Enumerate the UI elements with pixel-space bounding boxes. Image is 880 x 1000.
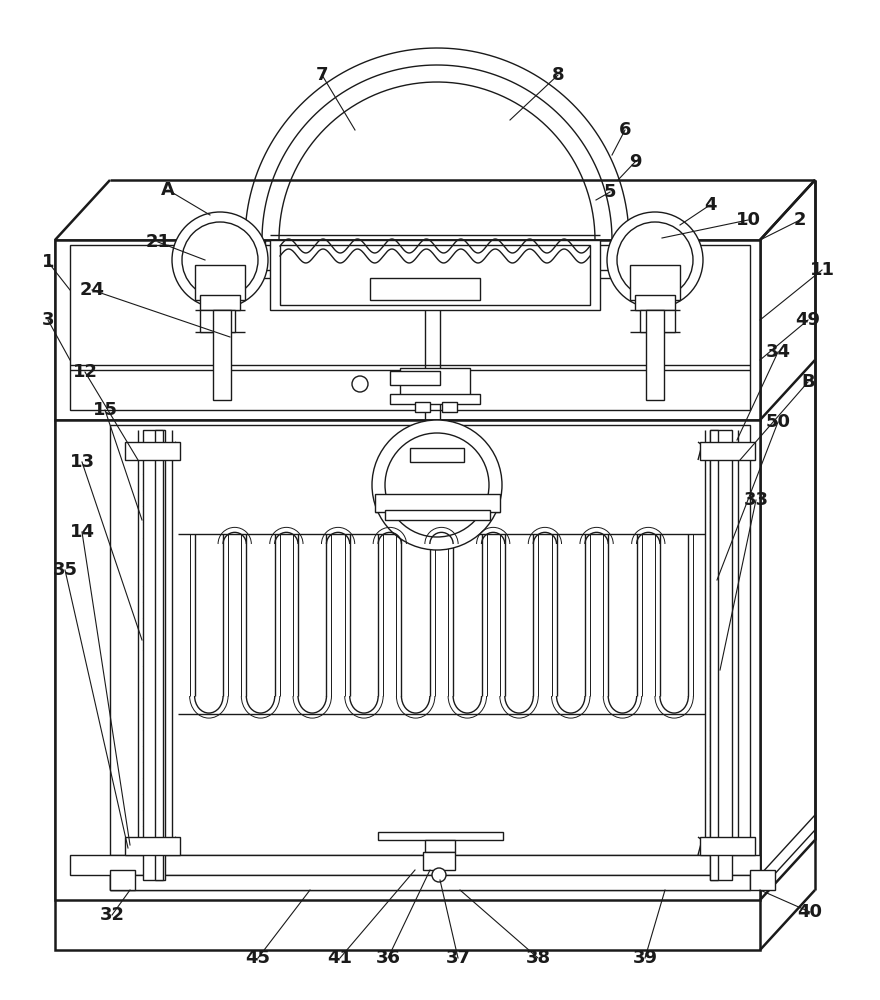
Bar — [588, 270, 636, 278]
Bar — [390, 371, 440, 385]
Text: 10: 10 — [736, 211, 760, 229]
Bar — [700, 442, 755, 460]
Text: 35: 35 — [53, 561, 77, 579]
Bar — [110, 870, 135, 890]
Text: 5: 5 — [604, 183, 616, 201]
Bar — [378, 832, 503, 840]
Circle shape — [172, 212, 268, 308]
Bar — [390, 394, 480, 404]
Bar — [110, 875, 750, 890]
Bar — [55, 240, 760, 950]
Text: 8: 8 — [552, 66, 564, 84]
Text: 33: 33 — [744, 491, 768, 509]
Bar — [442, 402, 457, 412]
Text: 49: 49 — [796, 311, 820, 329]
Text: 11: 11 — [810, 261, 834, 279]
Bar — [213, 310, 231, 400]
Bar — [423, 852, 455, 870]
Bar — [700, 837, 755, 855]
Circle shape — [432, 868, 446, 882]
Text: 40: 40 — [797, 903, 823, 921]
Text: 1: 1 — [41, 253, 55, 271]
Text: 12: 12 — [72, 363, 98, 381]
Bar — [415, 402, 430, 412]
Text: 4: 4 — [704, 196, 716, 214]
Text: A: A — [161, 181, 175, 199]
Text: 36: 36 — [376, 949, 400, 967]
Text: 15: 15 — [92, 401, 118, 419]
Bar — [640, 310, 675, 332]
Bar — [200, 310, 235, 332]
Bar — [55, 240, 760, 420]
Bar — [630, 265, 680, 300]
Bar — [125, 837, 180, 855]
Text: 50: 50 — [766, 413, 790, 431]
Text: B: B — [801, 373, 815, 391]
Circle shape — [182, 222, 258, 298]
Text: 21: 21 — [145, 233, 171, 251]
Bar — [710, 430, 732, 880]
Text: 45: 45 — [246, 949, 270, 967]
Circle shape — [617, 222, 693, 298]
Bar — [635, 295, 675, 310]
Bar — [750, 870, 775, 890]
Text: 3: 3 — [41, 311, 55, 329]
Bar — [270, 240, 600, 310]
Text: 39: 39 — [633, 949, 657, 967]
Text: 32: 32 — [99, 906, 124, 924]
Bar — [70, 855, 760, 875]
Bar — [125, 442, 180, 460]
Circle shape — [372, 420, 502, 550]
Bar — [55, 420, 760, 900]
Text: 38: 38 — [525, 949, 551, 967]
Text: 37: 37 — [445, 949, 471, 967]
Text: 14: 14 — [70, 523, 94, 541]
Text: 9: 9 — [628, 153, 642, 171]
Text: 34: 34 — [766, 343, 790, 361]
Bar — [195, 265, 245, 300]
Text: 7: 7 — [316, 66, 328, 84]
Bar — [70, 245, 750, 410]
Bar — [143, 430, 165, 880]
Text: 13: 13 — [70, 453, 94, 471]
Bar — [385, 510, 490, 520]
Bar — [155, 430, 163, 880]
Bar — [410, 448, 464, 462]
Bar — [238, 270, 286, 278]
Bar — [710, 430, 718, 880]
Text: 6: 6 — [619, 121, 631, 139]
Bar — [425, 840, 455, 852]
Bar — [280, 245, 590, 305]
Text: 2: 2 — [794, 211, 806, 229]
Bar — [200, 295, 240, 310]
Bar — [110, 425, 750, 890]
Text: 41: 41 — [327, 949, 353, 967]
Circle shape — [385, 433, 489, 537]
Bar — [370, 278, 480, 300]
Circle shape — [607, 212, 703, 308]
Circle shape — [352, 376, 368, 392]
Bar — [375, 494, 500, 512]
Bar — [400, 368, 470, 400]
Text: 24: 24 — [79, 281, 105, 299]
Bar — [646, 310, 664, 400]
